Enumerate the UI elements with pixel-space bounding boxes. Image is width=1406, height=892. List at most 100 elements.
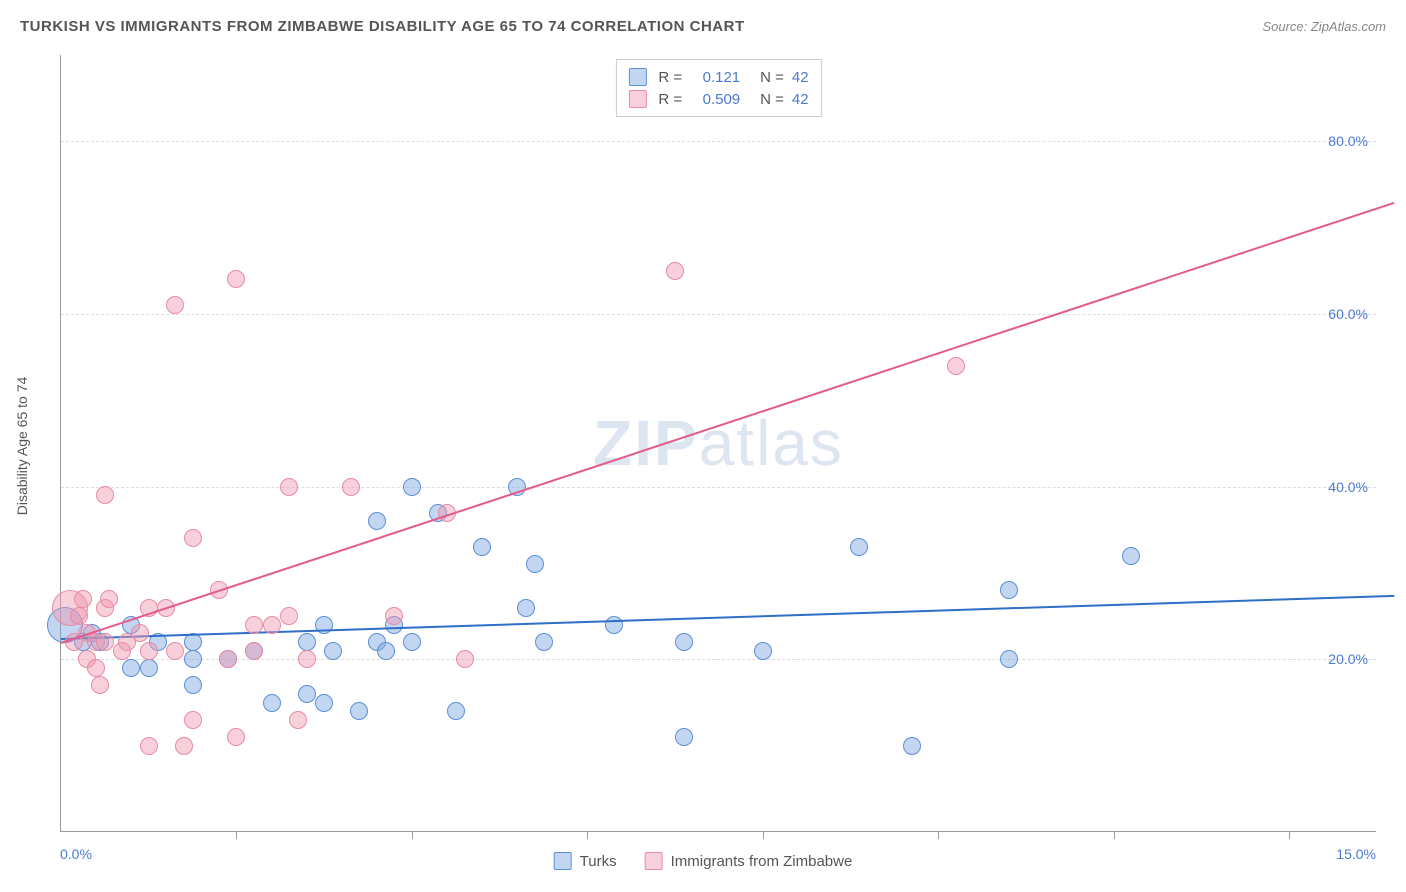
- data-point: [403, 478, 421, 496]
- data-point: [184, 711, 202, 729]
- data-point: [184, 650, 202, 668]
- data-point: [675, 633, 693, 651]
- legend-stats-row: R = 0.509 N = 42: [628, 88, 808, 110]
- data-point: [227, 270, 245, 288]
- data-point: [605, 616, 623, 634]
- y-axis-label: Disability Age 65 to 74: [14, 377, 30, 516]
- data-point: [298, 685, 316, 703]
- data-point: [517, 599, 535, 617]
- data-point: [315, 694, 333, 712]
- chart-title: TURKISH VS IMMIGRANTS FROM ZIMBABWE DISA…: [20, 18, 745, 35]
- data-point: [227, 728, 245, 746]
- n-label: N =: [760, 69, 784, 86]
- legend-item: Turks: [554, 852, 617, 870]
- watermark-bold: ZIP: [593, 407, 699, 479]
- r-value: 0.121: [690, 69, 740, 86]
- data-point: [87, 659, 105, 677]
- watermark: ZIPatlas: [593, 406, 844, 480]
- data-point: [1000, 650, 1018, 668]
- data-point: [263, 616, 281, 634]
- data-point: [298, 650, 316, 668]
- data-point: [175, 737, 193, 755]
- gridline: [61, 659, 1376, 660]
- data-point: [91, 676, 109, 694]
- n-value: 42: [792, 69, 809, 86]
- x-tick: [1289, 831, 1290, 839]
- data-point: [263, 694, 281, 712]
- data-point: [245, 642, 263, 660]
- data-point: [1122, 547, 1140, 565]
- x-axis-start-label: 0.0%: [60, 846, 92, 862]
- r-label: R =: [658, 91, 682, 108]
- data-point: [289, 711, 307, 729]
- y-tick-label: 60.0%: [1328, 306, 1368, 322]
- legend-series: Turks Immigrants from Zimbabwe: [554, 852, 853, 870]
- data-point: [122, 659, 140, 677]
- x-axis-end-label: 15.0%: [1336, 846, 1376, 862]
- watermark-light: atlas: [699, 407, 844, 479]
- data-point: [245, 616, 263, 634]
- data-point: [403, 633, 421, 651]
- data-point: [850, 538, 868, 556]
- data-point: [131, 624, 149, 642]
- data-point: [70, 607, 88, 625]
- x-tick: [236, 831, 237, 839]
- data-point: [219, 650, 237, 668]
- legend-swatch: [628, 68, 646, 86]
- y-tick-label: 20.0%: [1328, 651, 1368, 667]
- data-point: [947, 357, 965, 375]
- data-point: [385, 607, 403, 625]
- data-point: [140, 642, 158, 660]
- data-point: [166, 296, 184, 314]
- y-tick-label: 80.0%: [1328, 133, 1368, 149]
- n-label: N =: [760, 91, 784, 108]
- gridline: [61, 314, 1376, 315]
- data-point: [350, 702, 368, 720]
- data-point: [324, 642, 342, 660]
- x-tick: [1114, 831, 1115, 839]
- x-tick: [938, 831, 939, 839]
- gridline: [61, 487, 1376, 488]
- legend-swatch: [628, 90, 646, 108]
- legend-stats: R = 0.121 N = 42 R = 0.509 N = 42: [615, 59, 821, 117]
- data-point: [100, 590, 118, 608]
- legend-swatch: [554, 852, 572, 870]
- plot-area: ZIPatlas R = 0.121 N = 42 R = 0.509 N = 42 20.0…: [60, 55, 1376, 832]
- legend-item: Immigrants from Zimbabwe: [645, 852, 853, 870]
- r-value: 0.509: [690, 91, 740, 108]
- data-point: [456, 650, 474, 668]
- trendline: [61, 595, 1395, 640]
- r-label: R =: [658, 69, 682, 86]
- data-point: [166, 642, 184, 660]
- data-point: [377, 642, 395, 660]
- data-point: [526, 555, 544, 573]
- x-tick: [587, 831, 588, 839]
- data-point: [342, 478, 360, 496]
- y-tick-label: 40.0%: [1328, 479, 1368, 495]
- data-point: [74, 590, 92, 608]
- x-tick: [763, 831, 764, 839]
- gridline: [61, 141, 1376, 142]
- source-label: Source: ZipAtlas.com: [1262, 19, 1386, 34]
- data-point: [675, 728, 693, 746]
- data-point: [447, 702, 465, 720]
- data-point: [298, 633, 316, 651]
- data-point: [368, 512, 386, 530]
- legend-label: Immigrants from Zimbabwe: [671, 853, 853, 870]
- data-point: [535, 633, 553, 651]
- legend-label: Turks: [580, 853, 617, 870]
- n-value: 42: [792, 91, 809, 108]
- data-point: [96, 486, 114, 504]
- data-point: [473, 538, 491, 556]
- trendline: [61, 202, 1395, 644]
- data-point: [280, 478, 298, 496]
- data-point: [140, 737, 158, 755]
- data-point: [184, 529, 202, 547]
- data-point: [1000, 581, 1018, 599]
- data-point: [140, 659, 158, 677]
- data-point: [666, 262, 684, 280]
- data-point: [903, 737, 921, 755]
- legend-stats-row: R = 0.121 N = 42: [628, 66, 808, 88]
- data-point: [184, 676, 202, 694]
- data-point: [754, 642, 772, 660]
